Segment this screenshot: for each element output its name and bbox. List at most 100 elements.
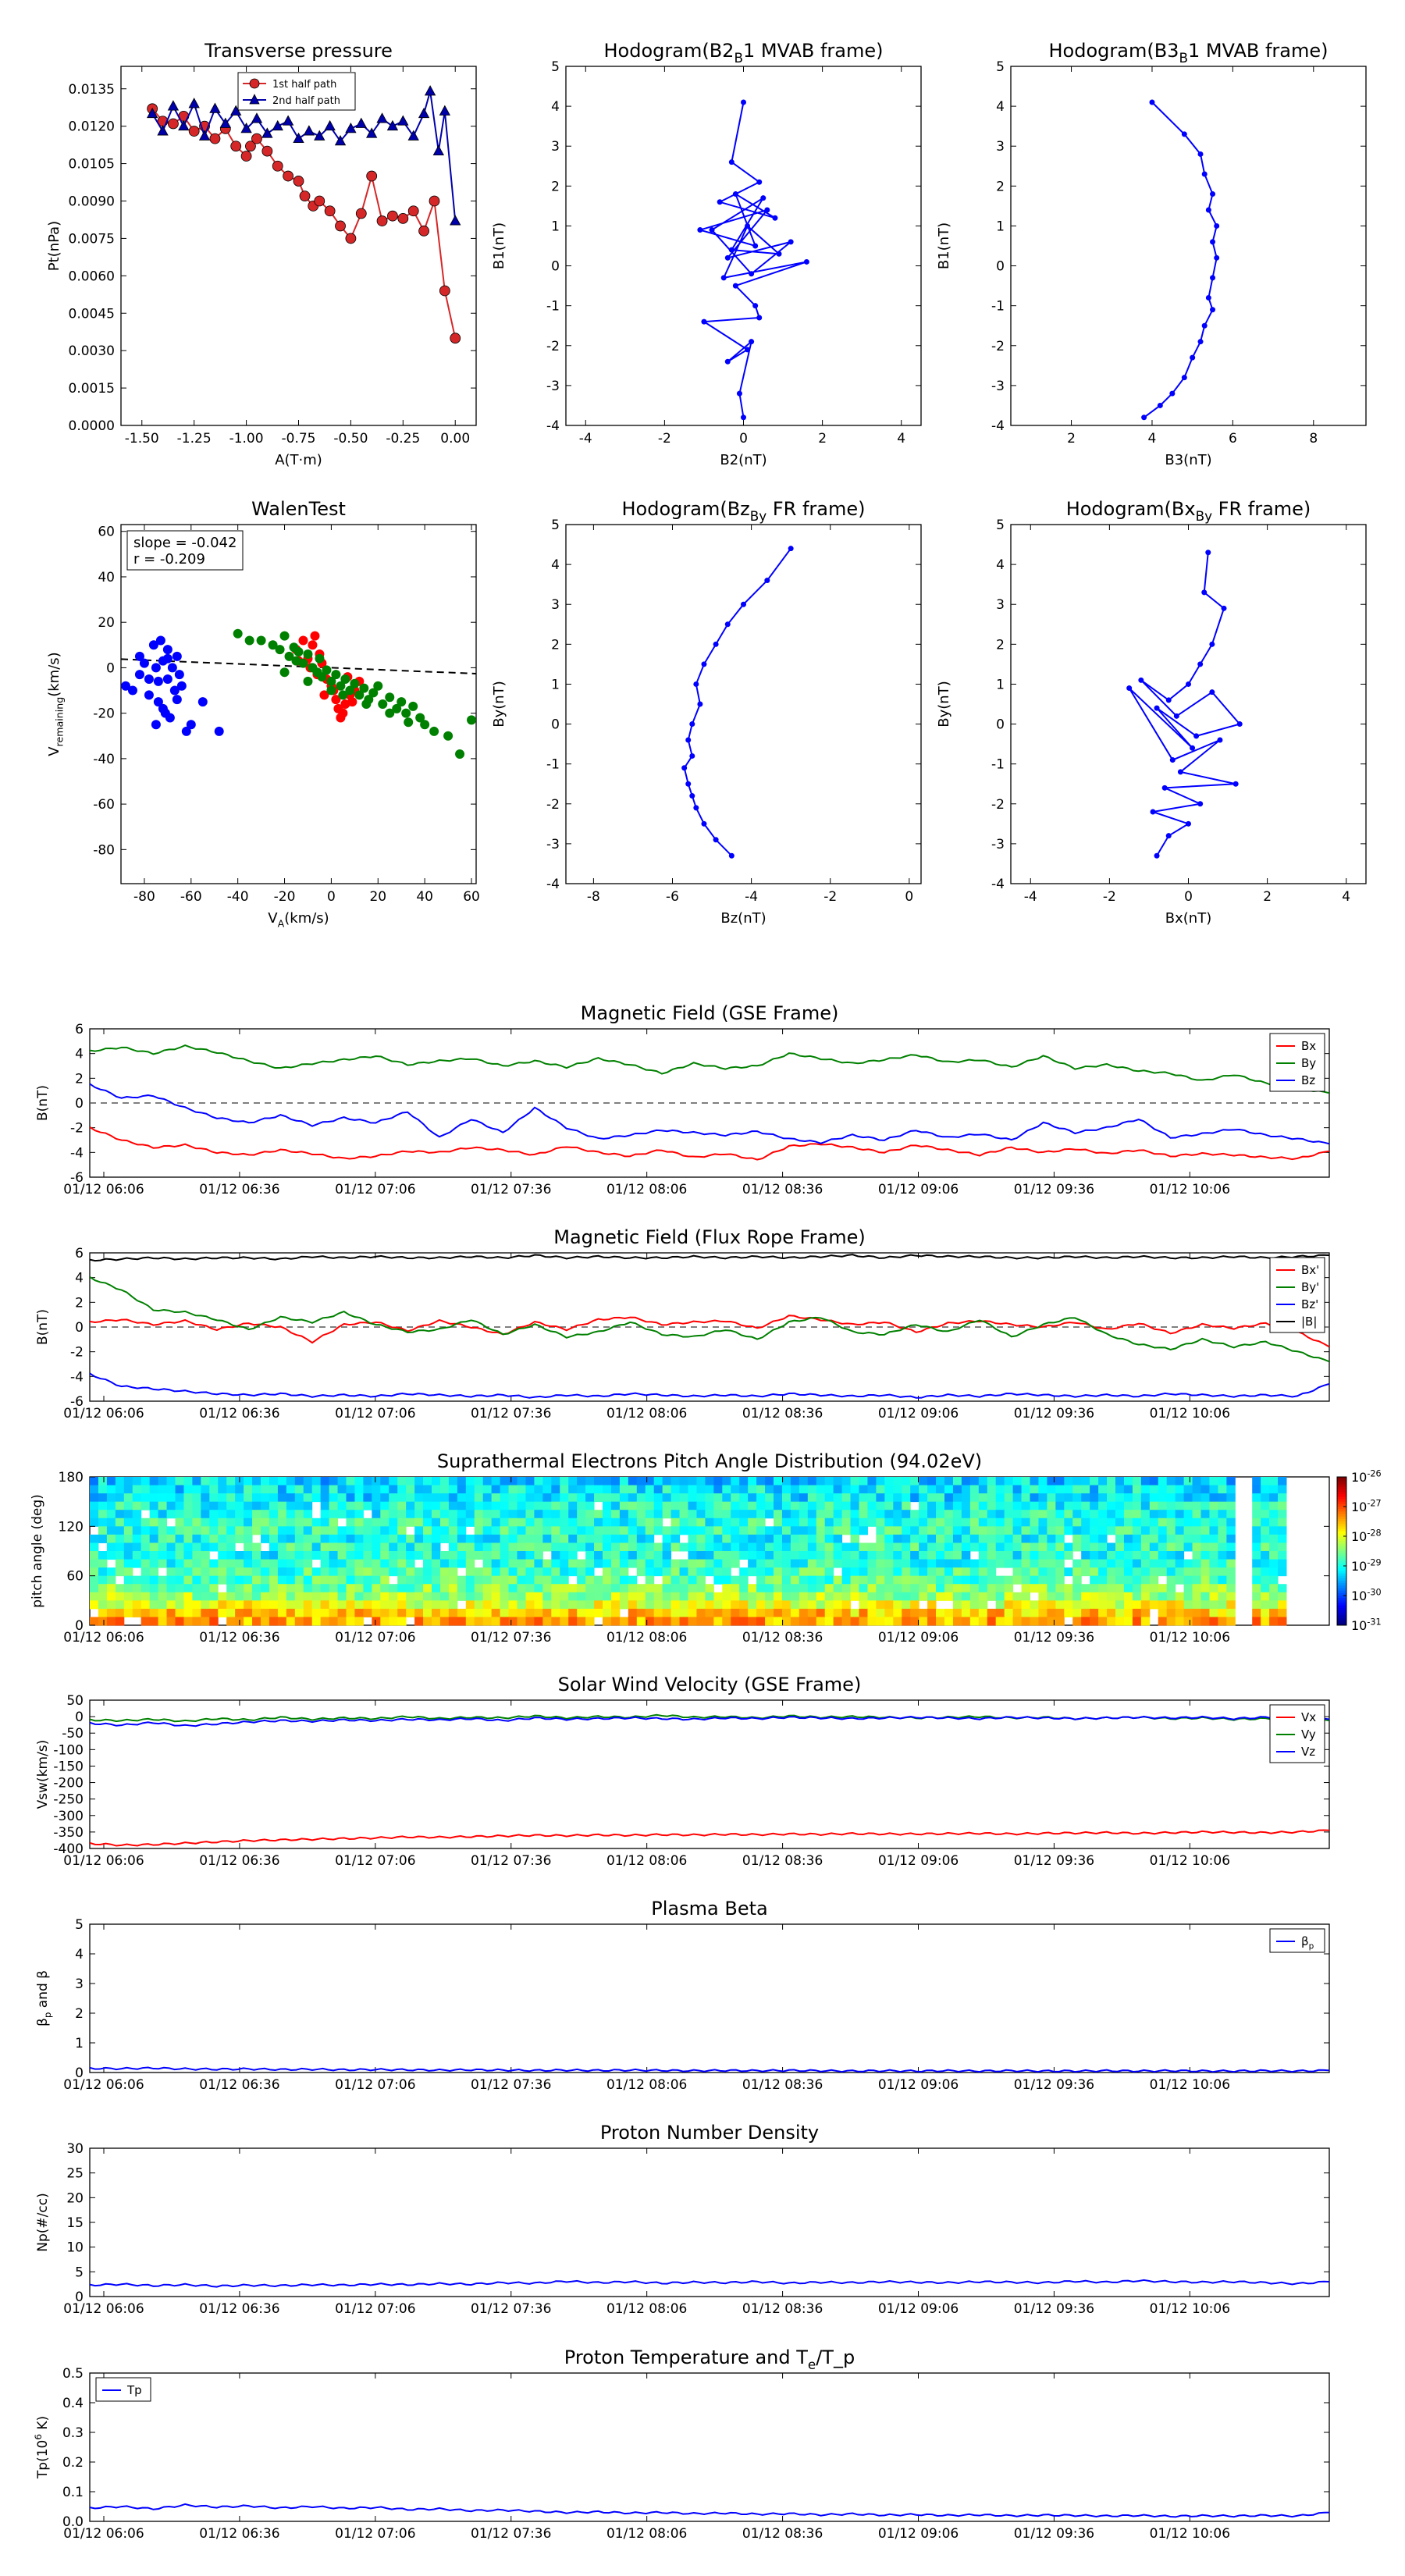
heatmap-cell (859, 1575, 868, 1585)
heatmap-cell (688, 1608, 697, 1617)
heatmap-cell (645, 1600, 655, 1610)
heatmap-cell (1269, 1567, 1279, 1577)
heatmap-cell (354, 1493, 364, 1503)
heatmap-cell (140, 1542, 151, 1552)
heatmap-cell (252, 1517, 261, 1527)
heatmap-cell (936, 1542, 945, 1552)
heatmap-cell (1269, 1584, 1279, 1593)
y-tick-label: 4 (75, 1271, 84, 1286)
heatmap-cell (781, 1551, 791, 1560)
heatmap-cell (1175, 1542, 1185, 1552)
heatmap-cell (500, 1485, 510, 1494)
heatmap-cell (337, 1567, 347, 1577)
heatmap-cell (294, 1501, 304, 1510)
heatmap-cell (952, 1510, 962, 1519)
heatmap-cell (448, 1510, 458, 1519)
heatmap-cell (1278, 1567, 1287, 1577)
chart-title: Hodogram(BzBy FR frame) (622, 498, 866, 524)
heatmap-cell (679, 1608, 688, 1617)
heatmap-cell (1209, 1608, 1218, 1617)
heatmap-cell (1132, 1534, 1142, 1543)
y-tick-label: 5 (551, 518, 560, 533)
heatmap-cell (508, 1600, 518, 1610)
heatmap-cell (123, 1551, 133, 1560)
heatmap-cell (132, 1517, 142, 1527)
heatmap-cell (397, 1592, 407, 1601)
data-point (188, 126, 200, 137)
heatmap-cell (372, 1559, 381, 1568)
heatmap-cell (884, 1493, 894, 1503)
heatmap-cell (731, 1526, 740, 1535)
colorbar-step (1337, 1477, 1346, 1480)
heatmap-cell (807, 1608, 817, 1617)
heatmap-cell (696, 1510, 706, 1519)
heatmap-cell (1200, 1542, 1210, 1552)
heatmap-cell (944, 1526, 954, 1535)
heatmap-cell (90, 1584, 99, 1593)
heatmap-cell (807, 1526, 817, 1535)
heatmap-cell (919, 1526, 928, 1535)
heatmap-cell (628, 1517, 638, 1527)
heatmap-cell (679, 1592, 688, 1601)
heatmap-cell (244, 1575, 253, 1585)
heatmap-cell (115, 1608, 125, 1617)
heatmap-cell (927, 1600, 937, 1610)
heatmap-cell (1064, 1501, 1073, 1510)
heatmap-cell (209, 1600, 219, 1610)
x-tick-label: 01/12 07:36 (471, 1853, 551, 1869)
heatmap-cell (560, 1567, 569, 1577)
heatmap-cell (1115, 1534, 1125, 1543)
heatmap-cell (226, 1551, 236, 1560)
heatmap-cell (927, 1567, 937, 1577)
x-tick-label: 01/12 09:06 (878, 2077, 959, 2093)
heatmap-cell (850, 1485, 859, 1494)
heatmap-cell (859, 1608, 868, 1617)
heatmap-cell (406, 1534, 415, 1543)
data-point (756, 179, 763, 185)
heatmap-cell (106, 1493, 116, 1503)
heatmap-cell (867, 1510, 877, 1519)
heatmap-cell (1030, 1559, 1039, 1568)
heatmap-cell (910, 1567, 919, 1577)
heatmap-cell (389, 1517, 398, 1527)
data-point (324, 119, 336, 131)
data-point (134, 670, 144, 680)
heatmap-cell (115, 1567, 125, 1577)
heatmap-cell (790, 1559, 800, 1568)
heatmap-cell (269, 1510, 279, 1519)
heatmap-cell (824, 1493, 834, 1503)
heatmap-cell (166, 1600, 176, 1610)
heatmap-cell (303, 1575, 313, 1585)
heatmap-cell (713, 1510, 723, 1519)
data-point (752, 243, 759, 249)
heatmap-cell (568, 1510, 578, 1519)
heatmap-cell (867, 1493, 877, 1503)
heatmap-cell (192, 1542, 201, 1552)
heatmap-cell (833, 1485, 843, 1494)
heatmap-cell (277, 1501, 287, 1510)
heatmap-cell (218, 1575, 227, 1585)
heatmap-cell (294, 1485, 304, 1494)
heatmap-cell (850, 1501, 859, 1510)
heatmap-cell (209, 1567, 219, 1577)
heatmap-cell (123, 1510, 133, 1519)
data-point (167, 663, 177, 673)
heatmap-cell (482, 1501, 493, 1510)
heatmap-cell (1132, 1542, 1142, 1552)
heatmap-cell (765, 1485, 774, 1494)
heatmap-cell (603, 1510, 612, 1519)
data-point (293, 132, 304, 144)
heatmap-cell (439, 1485, 450, 1494)
heatmap-cell (90, 1510, 99, 1519)
y-tick-label: 0.0075 (69, 231, 115, 247)
heatmap-cell (1192, 1575, 1201, 1585)
y-tick-label: 1 (996, 219, 1005, 234)
heatmap-cell (201, 1510, 210, 1519)
heatmap-cell (175, 1542, 184, 1552)
heatmap-cell (1149, 1493, 1159, 1503)
heatmap-cell (1192, 1584, 1201, 1593)
heatmap-cell (158, 1559, 168, 1568)
y-tick-label: 0 (75, 1618, 84, 1634)
heatmap-cell (927, 1542, 937, 1552)
heatmap-cell (636, 1510, 646, 1519)
